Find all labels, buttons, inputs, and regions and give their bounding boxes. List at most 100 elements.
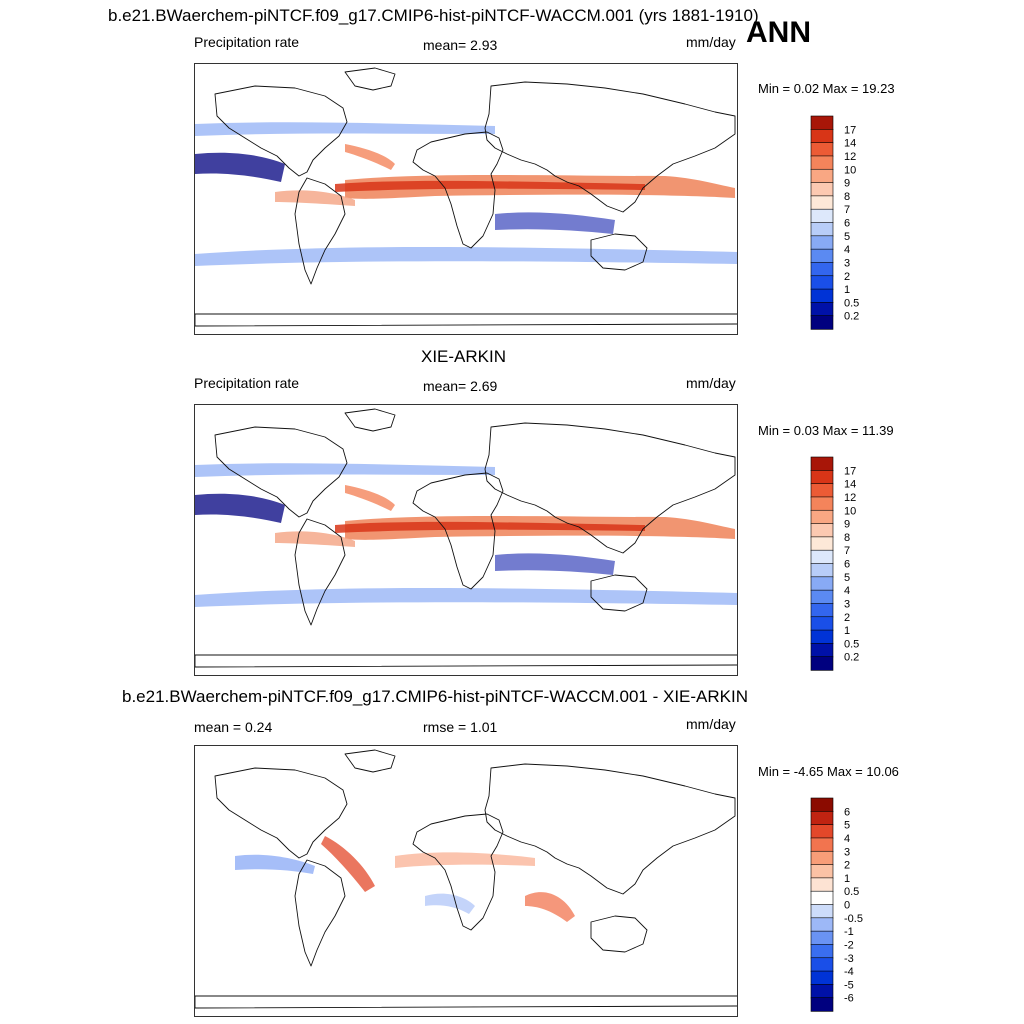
panel1-colorbar-bin xyxy=(810,275,834,290)
panel3-positive-anomaly xyxy=(525,892,575,922)
panel2-title: XIE-ARKIN xyxy=(421,347,507,366)
panel3-colorbar-bin xyxy=(810,850,834,866)
panel1-colorbar-tick-label: 0.5 xyxy=(844,297,859,309)
panel3-positive-anomaly xyxy=(321,836,375,892)
panel3-minmax: Min = -4.65 Max = 10.06 xyxy=(758,764,899,779)
panel1-map xyxy=(194,63,738,335)
panel3-colorbar-bin xyxy=(810,944,834,959)
panel2-colorbar-tick-label: 0.5 xyxy=(844,638,859,650)
panel1-minmax: Min = 0.02 Max = 19.23 xyxy=(758,81,895,96)
panel1-colorbar-bin xyxy=(810,168,834,184)
panel3-map xyxy=(194,745,738,1017)
panel3-negative-anomaly xyxy=(425,893,475,914)
panel3-coastline xyxy=(412,813,504,931)
panel3-positive-anomaly xyxy=(395,852,535,868)
panel3-colorbar-bin xyxy=(810,984,834,999)
panel1-title: b.e21.BWaerchem-piNTCF.f09_g17.CMIP6-his… xyxy=(108,6,759,25)
panel3-coastline xyxy=(344,749,396,773)
panel3-coastline xyxy=(484,763,736,895)
panel2-coastline xyxy=(590,574,648,612)
panel3-coastline xyxy=(294,859,346,967)
panel2-variable: Precipitation rate xyxy=(194,375,300,391)
panel2-colorbar-bin xyxy=(810,643,834,658)
panel3-colorbar: 6 5 4 3 2 1 0.5 0 -0.5 -1 -2 -3 -4 -5 -6 xyxy=(810,797,863,1012)
panel2-minmax: Min = 0.03 Max = 11.39 xyxy=(758,423,894,438)
panel2-colorbar-tick-label: 3 xyxy=(844,598,850,610)
panel2-midlat-band xyxy=(195,463,495,477)
panel1-colorbar-bin xyxy=(810,262,834,277)
panel2-coastline xyxy=(484,422,736,554)
panel1-storm-track xyxy=(345,144,395,170)
panel1-variable: Precipitation rate xyxy=(194,34,300,50)
panel3-colorbar-bin xyxy=(810,877,834,892)
panel1-colorbar-tick-label: 17 xyxy=(844,124,856,136)
panel1-itcz-core xyxy=(335,180,645,192)
panel3-colorbar-bin xyxy=(810,904,834,919)
panel2-colorbar-bin xyxy=(810,536,834,551)
panel1-colorbar: 17 14 12 10 9 8 7 6 5 4 3 2 1 0.5 0.2 xyxy=(810,115,859,330)
panel3-colorbar-tick-label: -6 xyxy=(844,993,854,1005)
panel1-coastline xyxy=(294,177,346,285)
panel3-coastline xyxy=(214,767,348,859)
panel3-field xyxy=(195,746,737,1016)
panel3-colorbar-bin xyxy=(810,890,834,906)
panel3-colorbar-bin xyxy=(810,864,834,879)
panel1-colorbar-tick-label: 5 xyxy=(844,231,850,243)
panel2-colorbar-bin xyxy=(810,496,834,511)
panel2-coastline xyxy=(344,408,396,432)
panel1-coastline xyxy=(590,233,648,271)
panel3-colorbar-bin xyxy=(810,811,834,826)
panel2-colorbar-bin xyxy=(810,483,834,498)
panel1-colorbar-bin xyxy=(810,115,834,131)
panel3-colorbar-tick-label: -2 xyxy=(844,939,854,951)
panel3-colorbar-tick-label: 0.5 xyxy=(844,886,859,898)
panel3-colorbar-tick-label: -5 xyxy=(844,979,854,991)
panel3-colorbar-bin xyxy=(810,917,834,932)
panel2-coastline xyxy=(195,654,737,668)
panel3-colorbar-tick-label: -3 xyxy=(844,953,854,965)
panel2-colorbar-bin xyxy=(810,629,834,645)
panel1-coastline xyxy=(412,131,504,249)
panel2-colorbar-tick-label: 9 xyxy=(844,519,850,531)
panel3-colorbar-tick-label: 6 xyxy=(844,806,850,818)
panel1-colorbar-tick-label: 0.2 xyxy=(844,311,859,323)
panel1-colorbar-bin xyxy=(810,142,834,157)
panel1-colorbar-bin xyxy=(810,222,834,237)
panel1-colorbar-tick-label: 3 xyxy=(844,257,850,269)
panel3-colorbar-tick-label: 0 xyxy=(844,900,850,912)
panel1-mean: mean= 2.93 xyxy=(423,37,498,53)
panel1-colorbar-bin xyxy=(810,235,834,250)
panel2-colorbar-tick-label: 10 xyxy=(844,505,856,517)
panel2-colorbar-tick-label: 7 xyxy=(844,545,850,557)
panel1-colorbar-bin xyxy=(810,129,834,144)
panel3-colorbar-tick-label: 3 xyxy=(844,846,850,858)
panel2-colorbar-tick-label: 1 xyxy=(844,625,850,637)
panel3-colorbar-bin xyxy=(810,824,834,839)
panel3-negative-anomaly xyxy=(235,854,315,874)
panel3-coastline xyxy=(590,915,648,953)
panel1-colorbar-bin xyxy=(810,302,834,317)
panel2-colorbar-bin xyxy=(810,576,834,591)
panel1-colorbar-tick-label: 6 xyxy=(844,218,850,230)
panel3-title: b.e21.BWaerchem-piNTCF.f09_g17.CMIP6-his… xyxy=(122,687,749,706)
panel3-colorbar-bin xyxy=(810,797,834,813)
panel2-colorbar-bin xyxy=(810,523,834,538)
panel3-colorbar-tick-label: 4 xyxy=(844,833,850,845)
panel2-colorbar-bin xyxy=(810,563,834,578)
panel3-colorbar-tick-label: -1 xyxy=(844,926,854,938)
panel2-colorbar-tick-label: 14 xyxy=(844,479,856,491)
panel2-colorbar-bin xyxy=(810,616,834,631)
panel1-colorbar-bin xyxy=(810,315,834,330)
panel3-colorbar-bin xyxy=(810,957,834,972)
panel3-mean: mean = 0.24 xyxy=(194,719,273,735)
panel2-indian-ocean-band xyxy=(275,531,355,547)
panel1-colorbar-tick-label: 9 xyxy=(844,178,850,190)
panel1-coastline xyxy=(484,81,736,213)
panel1-colorbar-tick-label: 4 xyxy=(844,244,850,256)
panel2-southern-band xyxy=(195,588,737,607)
panel1-indian-ocean-band xyxy=(275,190,355,206)
panel1-subtropical-dry xyxy=(495,212,615,234)
panel1-units: mm/day xyxy=(686,34,736,50)
panel1-colorbar-tick-label: 7 xyxy=(844,204,850,216)
panel2-colorbar-tick-label: 6 xyxy=(844,559,850,571)
